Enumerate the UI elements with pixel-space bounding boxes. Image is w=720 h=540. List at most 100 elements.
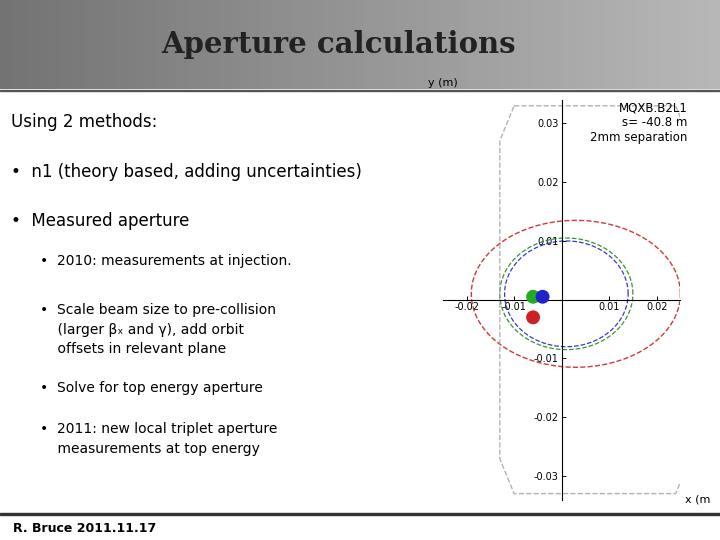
- Bar: [338, 0, 342, 89]
- Bar: [176, 0, 180, 89]
- Bar: [356, 0, 360, 89]
- Bar: [7, 0, 11, 89]
- Bar: [130, 0, 133, 89]
- Bar: [529, 0, 533, 89]
- Point: [537, 293, 549, 301]
- Bar: [526, 0, 529, 89]
- Bar: [162, 0, 166, 89]
- Text: MQXB.B2L1: MQXB.B2L1: [618, 102, 688, 114]
- Bar: [230, 0, 234, 89]
- Bar: [166, 0, 169, 89]
- Bar: [558, 0, 562, 89]
- Bar: [0, 512, 720, 515]
- Bar: [515, 0, 518, 89]
- Bar: [14, 0, 18, 89]
- Bar: [403, 0, 407, 89]
- Bar: [482, 0, 486, 89]
- Bar: [439, 0, 443, 89]
- Bar: [569, 0, 572, 89]
- Bar: [234, 0, 238, 89]
- Text: Aperture calculations: Aperture calculations: [161, 30, 516, 59]
- Bar: [4, 0, 7, 89]
- Bar: [565, 0, 569, 89]
- Bar: [43, 0, 47, 89]
- Text: •  n1 (theory based, adding uncertainties): • n1 (theory based, adding uncertainties…: [11, 163, 361, 181]
- Bar: [144, 0, 148, 89]
- Bar: [490, 0, 493, 89]
- Bar: [299, 0, 302, 89]
- Bar: [626, 0, 630, 89]
- Bar: [594, 0, 598, 89]
- Bar: [0, 90, 720, 91]
- Bar: [220, 0, 223, 89]
- Bar: [562, 0, 565, 89]
- Bar: [187, 0, 191, 89]
- Text: •  Solve for top energy aperture: • Solve for top energy aperture: [40, 381, 263, 395]
- Bar: [400, 0, 403, 89]
- Bar: [551, 0, 554, 89]
- Text: y (m): y (m): [428, 78, 458, 88]
- Bar: [58, 0, 61, 89]
- Bar: [198, 0, 202, 89]
- Bar: [432, 0, 436, 89]
- Bar: [50, 0, 54, 89]
- Bar: [605, 0, 608, 89]
- Bar: [554, 0, 558, 89]
- Bar: [389, 0, 392, 89]
- Bar: [248, 0, 252, 89]
- Bar: [443, 0, 446, 89]
- Bar: [572, 0, 576, 89]
- Bar: [148, 0, 151, 89]
- Bar: [173, 0, 176, 89]
- Bar: [644, 0, 648, 89]
- Bar: [716, 0, 720, 89]
- Bar: [684, 0, 688, 89]
- Text: s= -40.8 m: s= -40.8 m: [622, 116, 688, 129]
- Bar: [374, 0, 378, 89]
- Bar: [18, 0, 22, 89]
- Bar: [497, 0, 500, 89]
- Bar: [364, 0, 367, 89]
- Bar: [302, 0, 306, 89]
- Bar: [475, 0, 479, 89]
- Text: R. Bruce 2011.11.17: R. Bruce 2011.11.17: [13, 522, 156, 535]
- Bar: [216, 0, 220, 89]
- Bar: [155, 0, 158, 89]
- Bar: [680, 0, 684, 89]
- Bar: [259, 0, 263, 89]
- Bar: [68, 0, 72, 89]
- Bar: [713, 0, 716, 89]
- Bar: [616, 0, 619, 89]
- Bar: [655, 0, 659, 89]
- Text: x (m: x (m: [685, 495, 711, 504]
- Bar: [547, 0, 551, 89]
- Bar: [191, 0, 194, 89]
- Bar: [511, 0, 515, 89]
- Bar: [112, 0, 115, 89]
- Bar: [436, 0, 439, 89]
- Bar: [284, 0, 288, 89]
- Bar: [652, 0, 655, 89]
- Bar: [292, 0, 295, 89]
- Bar: [310, 0, 313, 89]
- Bar: [256, 0, 259, 89]
- Bar: [79, 0, 83, 89]
- Bar: [223, 0, 227, 89]
- Text: Using 2 methods:: Using 2 methods:: [11, 113, 157, 131]
- Bar: [22, 0, 25, 89]
- Bar: [608, 0, 612, 89]
- Bar: [317, 0, 320, 89]
- Bar: [122, 0, 126, 89]
- Bar: [133, 0, 137, 89]
- Bar: [587, 0, 590, 89]
- Bar: [324, 0, 328, 89]
- Bar: [76, 0, 79, 89]
- Bar: [86, 0, 90, 89]
- Bar: [104, 0, 108, 89]
- Bar: [47, 0, 50, 89]
- Bar: [202, 0, 205, 89]
- Bar: [90, 0, 94, 89]
- Bar: [536, 0, 540, 89]
- Bar: [454, 0, 457, 89]
- Bar: [212, 0, 216, 89]
